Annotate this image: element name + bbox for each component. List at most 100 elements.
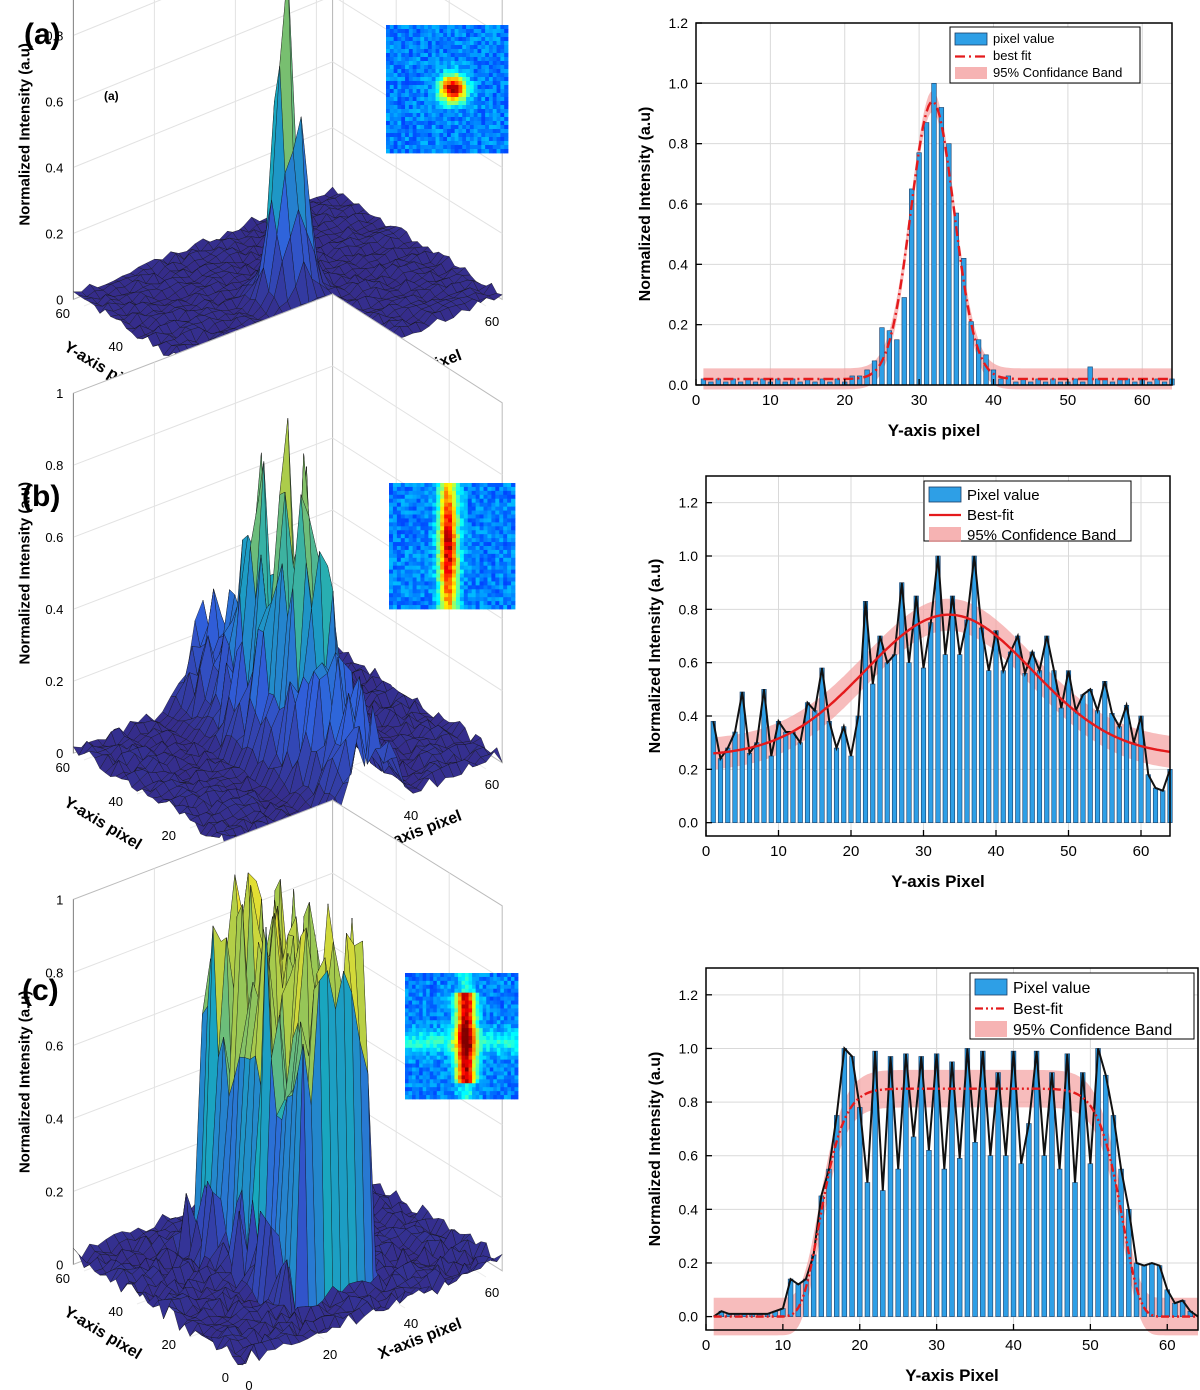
beam-pixel	[499, 494, 504, 500]
beam-pixel	[479, 538, 484, 543]
beam-pixel	[487, 486, 492, 492]
beam-pixel	[471, 573, 477, 578]
beam-pixel	[416, 41, 421, 46]
beam-pixel	[431, 93, 436, 98]
beam-pixel	[500, 101, 505, 106]
beam-pixel	[496, 145, 501, 150]
beam-pixel	[444, 506, 449, 511]
beam-pixel	[435, 129, 440, 134]
beam-pixel	[469, 125, 475, 130]
beam-pixel	[454, 101, 459, 106]
beam-pixel	[443, 101, 448, 106]
beam-pixel	[389, 109, 395, 114]
beam-pixel	[397, 61, 402, 66]
beam-pixel	[500, 125, 505, 130]
beam-pixel	[424, 105, 429, 110]
beam-pixel	[496, 97, 501, 102]
beam-pixel	[454, 69, 459, 74]
beam-pixel	[483, 549, 488, 555]
beam-pixel	[455, 538, 461, 543]
beam-pixel	[463, 565, 469, 571]
beam-pixel	[467, 522, 473, 527]
beam-pixel	[507, 573, 512, 578]
beam-pixel	[396, 561, 402, 567]
beam-pixel	[393, 145, 398, 150]
beam-pixel	[487, 514, 492, 519]
beam-pixel	[495, 534, 500, 539]
beam-pixel	[459, 538, 465, 543]
z-tick-label: 0.4	[45, 602, 63, 617]
beam-pixel	[458, 65, 463, 70]
beam-pixel	[485, 141, 490, 146]
beam-pixel	[428, 569, 433, 574]
beam-pixel	[450, 69, 456, 74]
beam-pixel	[462, 49, 467, 54]
beam-pixel	[458, 29, 463, 34]
beam-pixel	[397, 125, 402, 130]
beam-pixel	[462, 125, 467, 130]
beam-pixel	[511, 534, 516, 539]
beam-pixel	[428, 522, 433, 527]
beam-pixel	[455, 542, 461, 547]
beam-pixel	[397, 57, 402, 62]
beam-pixel	[459, 530, 465, 535]
beam-pixel	[427, 93, 433, 98]
beam-pixel	[432, 549, 437, 555]
beam-pixel	[469, 89, 475, 94]
beam-pixel	[401, 29, 406, 34]
beam-pixel	[435, 53, 440, 58]
beam-pixel	[389, 565, 394, 571]
beam-pixel	[443, 45, 448, 50]
beam-pixel	[405, 69, 410, 74]
beam-pixel	[462, 37, 467, 42]
beam-pixel	[469, 133, 475, 138]
beam-pixel	[431, 73, 436, 78]
beam-pixel	[467, 557, 473, 563]
beam-pixel	[432, 577, 437, 582]
beam-pixel	[405, 101, 410, 106]
beam-pixel	[499, 565, 504, 571]
beam-pixel	[393, 117, 398, 122]
beam-pixel	[412, 117, 417, 122]
beam-pixel	[393, 77, 398, 82]
beam-pixel	[452, 502, 457, 508]
beam-pixel	[408, 569, 414, 574]
beam-pixel	[473, 57, 478, 62]
beam-pixel	[431, 53, 436, 58]
beam-pixel	[481, 77, 486, 82]
beam-pixel	[485, 33, 490, 38]
beam-pixel	[471, 534, 477, 539]
beam-pixel	[443, 77, 448, 82]
beam-pixel	[404, 498, 410, 504]
beam-pixel	[427, 37, 433, 42]
beam-pixel	[454, 65, 459, 70]
beam-pixel	[435, 113, 440, 118]
beam-pixel	[412, 45, 417, 50]
beam-pixel	[467, 573, 473, 578]
beam-pixel	[485, 145, 490, 150]
beam-pixel	[440, 498, 445, 504]
beam-pixel	[386, 105, 391, 110]
beam-pixel	[389, 526, 394, 531]
beam-pixel	[427, 73, 433, 78]
beam-pixel	[495, 549, 500, 555]
beam-pixel	[431, 25, 436, 30]
beam-pixel	[431, 57, 436, 62]
beam-pixel	[396, 502, 402, 508]
beam-pixel	[488, 125, 494, 130]
beam-pixel	[436, 518, 441, 523]
beam-pixel	[427, 117, 433, 122]
beam-pixel	[504, 133, 509, 138]
beam-pixel	[454, 45, 459, 50]
beam-pixel	[420, 565, 425, 571]
beam-pixel	[504, 129, 509, 134]
beam-pixel	[475, 510, 480, 515]
beam-pixel	[404, 549, 410, 555]
beam-pixel	[447, 49, 452, 54]
beam-pixel	[485, 65, 490, 70]
beam-pixel	[408, 53, 414, 58]
beam-pixel	[447, 33, 452, 38]
beam-pixel	[412, 93, 417, 98]
beam-pixel	[462, 69, 467, 74]
beam-pixel	[503, 526, 508, 531]
